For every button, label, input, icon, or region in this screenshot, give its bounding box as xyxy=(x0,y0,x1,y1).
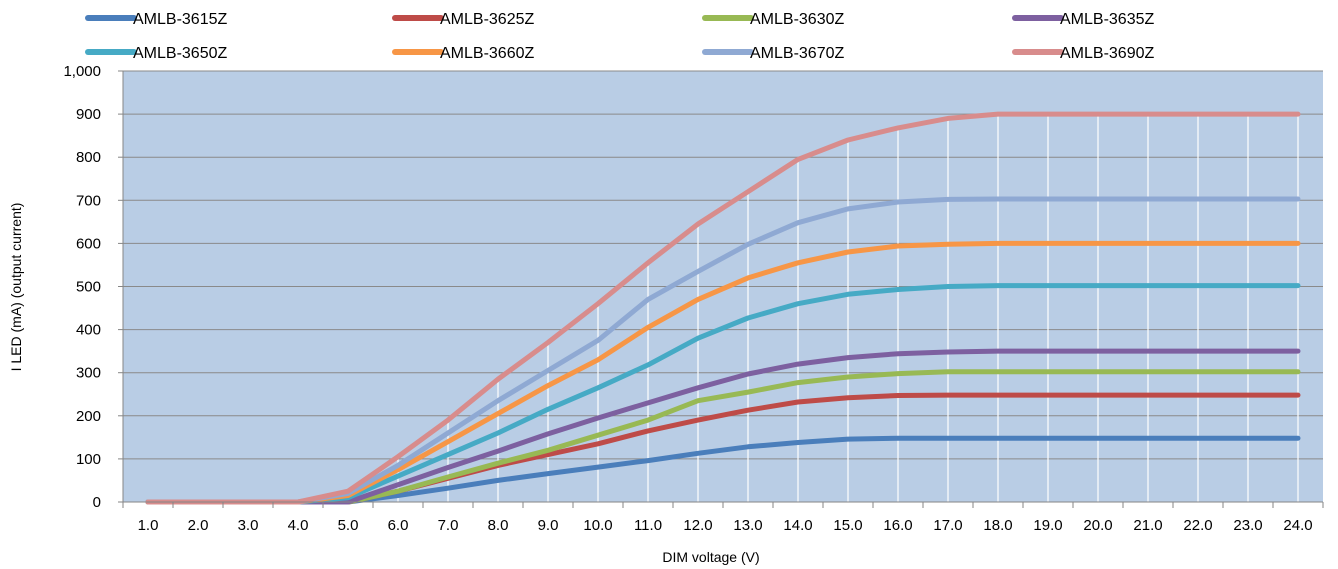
legend-label: AMLB-3625Z xyxy=(440,11,534,28)
y-axis-title: I LED (mA) (output current) xyxy=(8,203,24,372)
x-tick-label: 7.0 xyxy=(438,517,459,534)
x-tick-label: 11.0 xyxy=(634,517,662,534)
legend-label: AMLB-3635Z xyxy=(1060,11,1154,28)
legend-label: AMLB-3650Z xyxy=(133,45,227,62)
legend: AMLB-3615Z AMLB-3625Z AMLB-3630Z AMLB-3635Z… xyxy=(88,11,1154,62)
x-tick-label: 15.0 xyxy=(833,517,862,534)
y-tick-label: 600 xyxy=(76,235,101,252)
x-tick-labels: 1.0 2.0 3.0 4.0 5.0 6.0 7.0 8.0 9.0 10.0 11.0 12.0 1… xyxy=(138,517,1313,534)
legend-label: AMLB-3670Z xyxy=(750,45,844,62)
x-tick-label: 18.0 xyxy=(983,517,1012,534)
x-tick-label: 17.0 xyxy=(933,517,962,534)
x-tick-label: 12.0 xyxy=(683,517,712,534)
legend-label: AMLB-3690Z xyxy=(1060,45,1154,62)
x-tick-label: 6.0 xyxy=(388,517,409,534)
x-tick-label: 21.0 xyxy=(1133,517,1162,534)
x-tick-label: 23.0 xyxy=(1233,517,1262,534)
y-tick-label: 300 xyxy=(76,365,101,382)
x-tick-label: 5.0 xyxy=(338,517,359,534)
y-tick-label: 1,000 xyxy=(63,63,101,80)
x-tick-label: 9.0 xyxy=(538,517,559,534)
legend-label: AMLB-3615Z xyxy=(133,11,227,28)
legend-label: AMLB-3660Z xyxy=(440,45,534,62)
x-tick-label: 4.0 xyxy=(288,517,309,534)
y-tick-label: 0 xyxy=(93,494,101,511)
y-tick-labels: 0 100 200 300 400 500 600 700 800 900 1,000 xyxy=(63,63,101,511)
x-tick-label: 20.0 xyxy=(1083,517,1112,534)
y-tick-label: 700 xyxy=(76,192,101,209)
x-tick-label: 2.0 xyxy=(188,517,209,534)
x-tick-label: 10.0 xyxy=(583,517,612,534)
y-tick-label: 900 xyxy=(76,106,101,123)
x-tick-label: 22.0 xyxy=(1183,517,1212,534)
y-tick-label: 200 xyxy=(76,408,101,425)
x-tick-label: 1.0 xyxy=(138,517,159,534)
y-tick-label: 400 xyxy=(76,322,101,339)
legend-label: AMLB-3630Z xyxy=(750,11,844,28)
x-tick-label: 16.0 xyxy=(883,517,912,534)
y-tick-label: 500 xyxy=(76,279,101,296)
y-tick-label: 800 xyxy=(76,149,101,166)
x-tick-label: 8.0 xyxy=(488,517,509,534)
x-tick-label: 14.0 xyxy=(783,517,812,534)
x-tick-label: 24.0 xyxy=(1283,517,1312,534)
x-tick-label: 19.0 xyxy=(1033,517,1062,534)
x-axis-title: DIM voltage (V) xyxy=(662,549,759,565)
x-tick-label: 13.0 xyxy=(733,517,762,534)
y-tick-label: 100 xyxy=(76,451,101,468)
x-tick-label: 3.0 xyxy=(238,517,259,534)
